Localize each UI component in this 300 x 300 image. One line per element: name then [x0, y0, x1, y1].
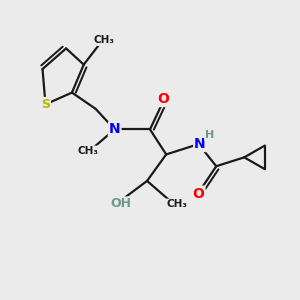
Text: S: S — [41, 98, 50, 111]
Text: N: N — [194, 137, 206, 151]
Text: OH: OH — [110, 197, 131, 210]
Text: O: O — [157, 92, 169, 106]
Text: CH₃: CH₃ — [78, 146, 99, 157]
Text: O: O — [193, 187, 205, 201]
Text: CH₃: CH₃ — [166, 200, 187, 209]
Text: H: H — [205, 130, 214, 140]
Text: CH₃: CH₃ — [93, 35, 114, 45]
Text: N: N — [109, 122, 121, 136]
